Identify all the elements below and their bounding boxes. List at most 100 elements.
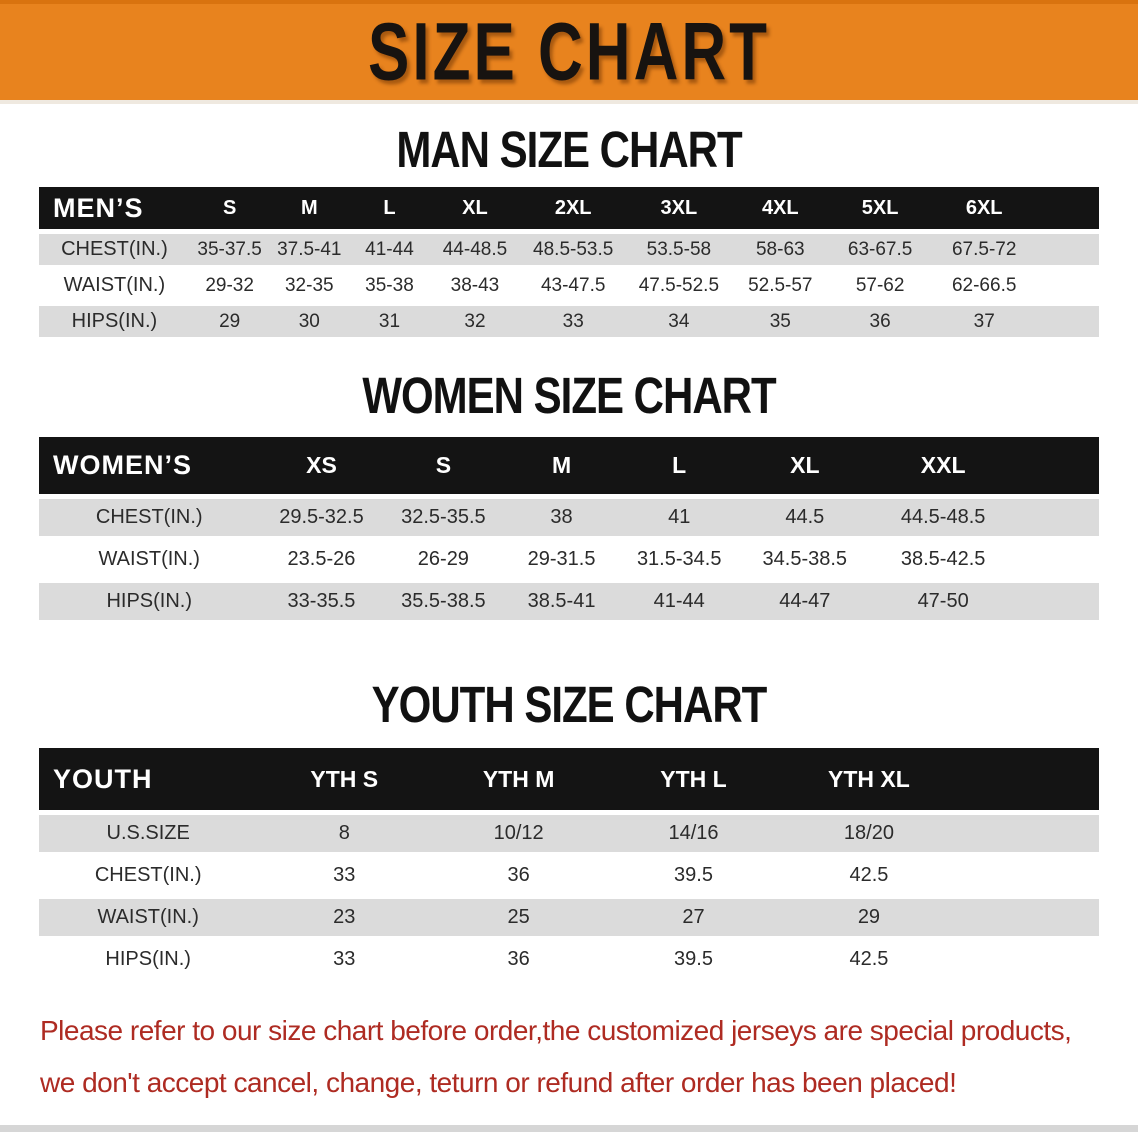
men-header-row: MEN’S S M L XL 2XL 3XL 4XL 5XL 6XL — [39, 187, 1099, 229]
measurement-value: 29-32 — [205, 274, 254, 296]
filler-cell — [957, 857, 1099, 894]
measurement-label: WAIST(IN.) — [97, 906, 199, 928]
measurement-label: CHEST(IN.) — [94, 864, 202, 886]
measurement-value: 32.5-35.5 — [401, 506, 486, 528]
measurement-value: 32-35 — [284, 274, 334, 296]
filler-cell — [1015, 437, 1099, 494]
size-column-header: YTH M — [482, 765, 555, 792]
page-title: SIZE CHART — [368, 6, 770, 98]
measurement-value: 44.5 — [785, 506, 825, 528]
measurement-row: WAIST(IN.) 23 25 27 29 — [39, 899, 1099, 936]
measurement-value: 29.5-32.5 — [279, 506, 364, 528]
measurement-value: 31.5-34.5 — [636, 548, 722, 570]
filler-cell — [957, 941, 1099, 978]
measurement-value: 35.5-38.5 — [401, 590, 486, 612]
size-group-header-cell: WOMEN’S — [53, 450, 192, 480]
measurement-row: HIPS(IN.) 33 36 39.5 42.5 — [39, 941, 1099, 978]
size-column-header: M — [300, 196, 318, 219]
measurement-value: 38.5-41 — [527, 590, 596, 612]
women-header-row: WOMEN’S XS S M L XL XXL — [39, 437, 1099, 494]
size-group-header-cell: MEN’S — [53, 192, 144, 223]
size-column-header: YTH S — [310, 765, 379, 792]
measurement-value: 38 — [550, 506, 573, 528]
filler-cell — [1015, 583, 1099, 620]
measurement-value: 18/20 — [843, 822, 894, 844]
size-column-header: XXL — [920, 452, 966, 478]
section-women: WOMEN SIZE CHART WOMEN’S XS S M L XL XXL CHEST… — [0, 367, 1138, 625]
measurement-value: 48.5-53.5 — [533, 238, 614, 260]
women-chart-heading: WOMEN SIZE CHART — [362, 366, 776, 425]
filler-cell — [957, 748, 1099, 810]
measurement-value: 8 — [338, 822, 350, 844]
measurement-value: 25 — [507, 906, 530, 928]
measurement-value: 53.5-58 — [646, 238, 712, 260]
youth-chart-heading: YOUTH SIZE CHART — [371, 675, 768, 734]
measurement-value: 44-47 — [779, 590, 831, 612]
measurement-value: 39.5 — [674, 864, 713, 886]
measurement-value: 29 — [219, 310, 241, 332]
men-chart-heading: MAN SIZE CHART — [396, 120, 742, 179]
measurement-value: 23 — [333, 906, 356, 928]
notice-line-2: we don't accept cancel, change, teturn o… — [40, 1067, 957, 1098]
measurement-value: 29-31.5 — [527, 548, 596, 570]
measurement-label: WAIST(IN.) — [98, 548, 200, 570]
measurement-value: 34.5-38.5 — [762, 548, 848, 570]
measurement-value: 33 — [333, 864, 356, 886]
measurement-value: 63-67.5 — [847, 238, 913, 260]
measurement-value: 52.5-57 — [748, 274, 813, 296]
measurement-value: 33 — [333, 948, 356, 970]
banner: SIZE CHART — [0, 0, 1138, 104]
measurement-row: WAIST(IN.) 23.5-26 26-29 29-31.5 31.5-34.5 34… — [39, 541, 1099, 578]
measurement-value: 57-62 — [855, 274, 905, 296]
women-size-table: WOMEN’S XS S M L XL XXL CHEST(IN.) 29.5-32.5 32.… — [39, 432, 1099, 625]
measurement-row: WAIST(IN.) 29-32 32-35 35-38 38-43 43-47.5 47.… — [39, 270, 1099, 301]
measurement-value: 36 — [869, 310, 891, 332]
men-size-table: MEN’S S M L XL 2XL 3XL 4XL 5XL 6XL CHEST(IN.) 35-3… — [39, 182, 1099, 342]
measurement-value: 37.5-41 — [277, 238, 342, 260]
filler-cell — [1037, 270, 1099, 301]
measurement-label: CHEST(IN.) — [95, 506, 203, 528]
measurement-value: 30 — [298, 310, 320, 332]
size-column-header: YTH XL — [828, 765, 910, 792]
measurement-value: 36 — [507, 948, 530, 970]
size-group-header-cell: YOUTH — [53, 763, 153, 794]
measurement-row: CHEST(IN.) 33 36 39.5 42.5 — [39, 857, 1099, 894]
measurement-value: 35 — [769, 310, 791, 332]
size-column-header: L — [383, 196, 396, 219]
measurement-label: HIPS(IN.) — [105, 948, 191, 970]
measurement-value: 44.5-48.5 — [900, 506, 986, 528]
measurement-value: 41-44 — [365, 238, 414, 260]
measurement-value: 36 — [507, 864, 530, 886]
measurement-row: HIPS(IN.) 33-35.5 35.5-38.5 38.5-41 41-44 44-… — [39, 583, 1099, 620]
size-column-header: YTH L — [660, 765, 727, 792]
measurement-value: 31 — [378, 310, 401, 332]
measurement-value: 41 — [668, 506, 691, 528]
size-column-header: XL — [790, 452, 820, 478]
measurement-value: 42.5 — [849, 864, 889, 886]
size-column-header: S — [435, 452, 452, 478]
measurement-value: 10/12 — [493, 822, 544, 844]
notice-line-1: Please refer to our size chart before or… — [40, 1015, 1072, 1046]
measurement-value: 42.5 — [849, 948, 889, 970]
measurement-row: U.S.SIZE 8 10/12 14/16 18/20 — [39, 815, 1099, 852]
measurement-row: CHEST(IN.) 29.5-32.5 32.5-35.5 38 41 44.5 44.5… — [39, 499, 1099, 536]
filler-cell — [957, 815, 1099, 852]
measurement-label: HIPS(IN.) — [71, 310, 158, 332]
youth-size-table: YOUTH YTH S YTH M YTH L YTH XL U.S.SIZE 8 10/1… — [39, 743, 1099, 983]
footer-notice: Please refer to our size chart before or… — [0, 1005, 1138, 1109]
section-youth: YOUTH SIZE CHART YOUTH YTH S YTH M YTH L YTH… — [0, 676, 1138, 983]
filler-cell — [1037, 187, 1099, 229]
filler-cell — [1015, 499, 1099, 536]
measurement-value: 62-66.5 — [951, 274, 1017, 296]
measurement-value: 37 — [973, 310, 995, 332]
size-column-header: 6XL — [965, 196, 1003, 219]
size-column-header: S — [222, 196, 237, 219]
measurement-value: 47.5-52.5 — [638, 274, 720, 296]
measurement-label: U.S.SIZE — [106, 822, 190, 844]
measurement-label: HIPS(IN.) — [106, 590, 193, 612]
filler-cell — [1037, 234, 1099, 265]
size-column-header: M — [551, 452, 572, 478]
section-men: MAN SIZE CHART MEN’S S M L XL 2XL 3XL 4XL 5XL 6XL… — [0, 121, 1138, 342]
measurement-value: 33 — [562, 310, 584, 332]
